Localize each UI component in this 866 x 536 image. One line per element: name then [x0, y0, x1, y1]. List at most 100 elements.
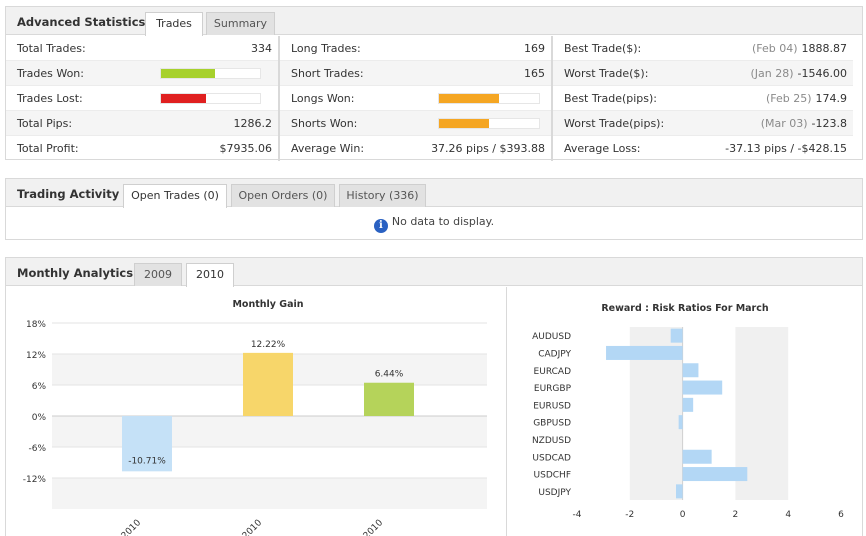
stat-label: Average Loss: [564, 142, 641, 155]
stat-value: (Mar 03) -123.8 [761, 117, 847, 130]
stat-label: Best Trade(pips): [564, 92, 658, 105]
stat-row: Total Trades: 334 [6, 36, 278, 61]
stat-label: Average Win: [291, 142, 365, 155]
stat-date: (Mar 03) [760, 117, 808, 130]
stat-value: -37.13 pips / -$428.15 [725, 142, 847, 155]
stat-value: (Feb 25) 174.9 [766, 92, 847, 105]
data-label: 6.44% [375, 370, 404, 380]
stat-value-text: 169 [524, 42, 545, 55]
gridband [52, 478, 487, 509]
tab-open-orders[interactable]: Open Orders (0) [231, 184, 335, 207]
stat-row: Total Profit: $7935.06 [6, 136, 278, 161]
stat-row: Worst Trade(pips): (Mar 03) -123.8 [553, 111, 853, 136]
stat-row: Longs Won: [280, 86, 551, 111]
stat-date: (Feb 25) [765, 92, 812, 105]
y-tick-label: USDCAD [532, 453, 571, 463]
stat-date: (Jan 28) [750, 67, 794, 80]
progress-bar [160, 68, 261, 79]
stat-row: Trades Won: [6, 61, 278, 86]
stat-row: Short Trades: 165 [280, 61, 551, 86]
progress-bar [438, 93, 540, 104]
stat-row: Worst Trade($): (Jan 28) -1546.00 [553, 61, 853, 86]
x-tick-label: 0 [680, 510, 686, 520]
stat-value: 1286.2 [234, 117, 273, 130]
stat-label: Total Pips: [17, 117, 73, 130]
stat-row: Average Loss: -37.13 pips / -$428.15 [553, 136, 853, 161]
progress-bar-fill [161, 69, 216, 78]
tab-open-trades[interactable]: Open Trades (0) [123, 184, 227, 208]
stat-value: $7935.06 [220, 142, 273, 155]
y-tick-label: GBPUSD [533, 419, 571, 429]
tab-2009[interactable]: 2009 [134, 263, 182, 286]
bar [682, 363, 699, 378]
x-tick-label: 4 [785, 510, 791, 520]
stat-value-text: -37.13 pips / -$428.15 [725, 142, 847, 155]
empty-message: No data to display. [391, 215, 495, 228]
stat-row: Best Trade(pips): (Feb 25) 174.9 [553, 86, 853, 111]
trading-activity-header: Trading Activity Open Trades (0) Open Or… [6, 179, 862, 208]
x-tick-label: Mar 2010 [348, 518, 385, 536]
chart-divider [506, 287, 507, 536]
stat-date: (Feb 04) [751, 42, 798, 55]
x-tick-label: -4 [573, 510, 582, 520]
bar [678, 415, 683, 430]
stat-value: 37.26 pips / $393.88 [431, 142, 545, 155]
stat-label: Trades Won: [17, 67, 84, 80]
stat-value-text: 1286.2 [233, 117, 273, 130]
tab-trades[interactable]: Trades [145, 12, 203, 36]
stat-label: Trades Lost: [17, 92, 83, 105]
empty-state: i No data to display. [6, 215, 862, 233]
chart-title: Monthly Gain [232, 299, 303, 310]
x-tick-label: Feb 2010 [228, 518, 265, 536]
data-label: -10.71% [128, 456, 166, 466]
stats-column-2: Long Trades: 169 Short Trades: 165 Longs Won… [280, 36, 551, 161]
y-tick-label: AUDUSD [532, 332, 571, 342]
stat-row: Shorts Won: [280, 111, 551, 136]
stat-label: Long Trades: [291, 42, 361, 55]
stat-value: (Jan 28) -1546.00 [750, 67, 847, 80]
y-tick-label: EURUSD [533, 401, 571, 411]
chart-title: Reward : Risk Ratios For March [601, 303, 769, 314]
monthly-analytics-panel: Monthly Analytics 2009 2010 18% 12% 6% 0% -6… [5, 257, 863, 536]
y-tick-label: 6% [32, 382, 47, 392]
stat-label: Short Trades: [291, 67, 364, 80]
y-tick-label: 0% [32, 413, 47, 423]
stat-value: 334 [251, 42, 272, 55]
progress-bar [160, 93, 261, 104]
trading-activity-panel: Trading Activity Open Trades (0) Open Or… [5, 178, 863, 240]
stat-label: Worst Trade(pips): [564, 117, 665, 130]
bar [682, 397, 694, 412]
stat-value-text: 334 [251, 42, 272, 55]
column-divider [278, 36, 280, 161]
stat-row: Total Pips: 1286.2 [6, 111, 278, 136]
tab-history[interactable]: History (336) [339, 184, 426, 207]
bar [606, 345, 683, 360]
tab-2010[interactable]: 2010 [186, 263, 234, 287]
y-tick-label: 18% [26, 320, 46, 330]
stat-value: (Feb 04) 1888.87 [752, 42, 847, 55]
stats-column-3: Best Trade($): (Feb 04) 1888.87 Worst Trade… [553, 36, 853, 161]
stat-value: 165 [524, 67, 545, 80]
y-tick-label: NZDUSD [532, 436, 571, 446]
stat-value: 169 [524, 42, 545, 55]
trading-activity-title: Trading Activity [17, 187, 120, 201]
progress-bar-fill [439, 94, 499, 103]
advanced-statistics-header: Advanced Statistics Trades Summary [6, 7, 862, 36]
x-tick-label: Jan 2010 [107, 518, 143, 536]
stat-value-text: 165 [524, 67, 545, 80]
stat-value-text: 37.26 pips / $393.88 [431, 142, 545, 155]
stat-label: Total Profit: [17, 142, 79, 155]
stat-row: Long Trades: 169 [280, 36, 551, 61]
bar [243, 352, 293, 416]
stat-value-text: 174.9 [815, 92, 848, 105]
advanced-statistics-panel: Advanced Statistics Trades Summary Total… [5, 6, 863, 161]
x-tick-label: 6 [838, 510, 844, 520]
monthly-gain-chart: 18% 12% 6% 0% -6% -12% Monthly Gain -10.71% Jan … [23, 299, 487, 536]
y-tick-label: 12% [26, 351, 46, 361]
tab-summary[interactable]: Summary [206, 12, 275, 35]
gridband [52, 416, 487, 447]
stat-label: Total Trades: [17, 42, 86, 55]
bar [122, 416, 172, 472]
stat-label: Worst Trade($): [564, 67, 649, 80]
monthly-analytics-title: Monthly Analytics [17, 266, 134, 280]
